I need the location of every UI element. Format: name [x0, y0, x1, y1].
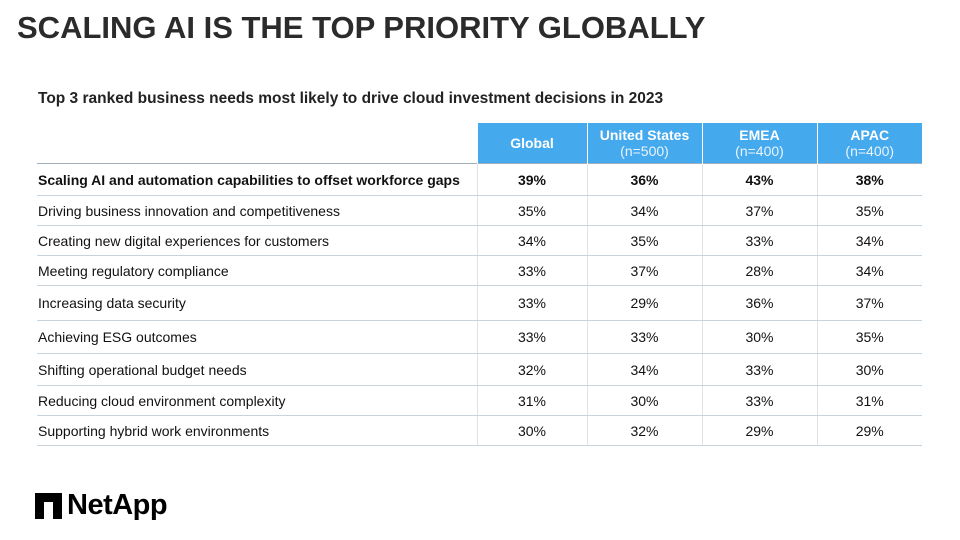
netapp-logo-icon [35, 492, 62, 519]
cell-value: 37% [816, 285, 922, 321]
cell-value: 33% [586, 320, 702, 354]
cell-value: 31% [476, 385, 587, 416]
column-name: APAC [850, 127, 890, 143]
row-label: Meeting regulatory compliance [37, 255, 477, 286]
results-table: Global United States (n=500) EMEA (n=400) … [37, 123, 922, 446]
cell-value: 34% [586, 195, 702, 226]
cell-value: 36% [701, 285, 817, 321]
logo-text: NetApp [67, 489, 168, 521]
cell-value: 30% [476, 415, 587, 446]
cell-value: 28% [701, 255, 817, 286]
cell-value: 29% [701, 415, 817, 446]
column-sample-size: (n=400) [845, 143, 895, 159]
cell-value: 30% [701, 320, 817, 354]
row-label: Supporting hybrid work environments [37, 415, 477, 446]
table-header-row: Global United States (n=500) EMEA (n=400) … [37, 123, 922, 164]
cell-value: 35% [476, 195, 587, 226]
column-name: United States [599, 127, 690, 143]
cell-value: 35% [816, 195, 922, 226]
cell-value: 29% [816, 415, 922, 446]
table-row: Creating new digital experiences for cus… [37, 225, 922, 256]
cell-value: 33% [476, 320, 587, 354]
header-emea: EMEA (n=400) [701, 123, 817, 164]
header-apac: APAC (n=400) [816, 123, 922, 164]
cell-value: 34% [816, 255, 922, 286]
cell-value: 35% [586, 225, 702, 256]
cell-value: 30% [816, 353, 922, 386]
column-sample-size: (n=500) [620, 143, 669, 159]
table-row: Supporting hybrid work environments 30% 32… [37, 415, 922, 446]
table-row: Meeting regulatory compliance 33% 37% 28% 34… [37, 255, 922, 286]
table-row: Reducing cloud environment complexity 31%… [37, 385, 922, 416]
cell-value: 37% [701, 195, 817, 226]
table-subtitle: Top 3 ranked business needs most likely … [38, 90, 664, 107]
cell-value: 33% [476, 255, 587, 286]
table-row: Driving business innovation and competit… [37, 195, 922, 226]
cell-value: 33% [476, 285, 587, 321]
cell-value: 30% [586, 385, 702, 416]
table-row: Increasing data security 33% 29% 36% 37% [37, 285, 922, 321]
row-label: Driving business innovation and competit… [37, 195, 477, 226]
slide-title: SCALING AI IS THE TOP PRIORITY GLOBALLY [17, 10, 706, 45]
header-blank [37, 123, 477, 164]
cell-value: 31% [816, 385, 922, 416]
row-label: Creating new digital experiences for cus… [37, 225, 477, 256]
column-name: Global [510, 135, 554, 151]
cell-value: 33% [701, 385, 817, 416]
row-label: Achieving ESG outcomes [37, 320, 477, 354]
column-name: EMEA [739, 127, 780, 143]
cell-value: 39% [476, 163, 587, 196]
cell-value: 34% [816, 225, 922, 256]
cell-value: 34% [586, 353, 702, 386]
cell-value: 32% [476, 353, 587, 386]
cell-value: 37% [586, 255, 702, 286]
cell-value: 29% [586, 285, 702, 321]
cell-value: 43% [701, 163, 817, 196]
column-sample-size: (n=400) [735, 143, 784, 159]
table-row: Scaling AI and automation capabilities t… [37, 163, 922, 196]
cell-value: 32% [586, 415, 702, 446]
cell-value: 34% [476, 225, 587, 256]
cell-value: 38% [816, 163, 922, 196]
header-us: United States (n=500) [586, 123, 702, 164]
cell-value: 35% [816, 320, 922, 354]
netapp-logo: NetApp [35, 489, 168, 522]
row-label: Scaling AI and automation capabilities t… [37, 163, 477, 196]
table-row: Achieving ESG outcomes 33% 33% 30% 35% [37, 320, 922, 354]
cell-value: 33% [701, 225, 817, 256]
table-row: Shifting operational budget needs 32% 34% 3… [37, 353, 922, 386]
row-label: Reducing cloud environment complexity [37, 385, 477, 416]
cell-value: 36% [586, 163, 702, 196]
cell-value: 33% [701, 353, 817, 386]
row-label: Shifting operational budget needs [37, 353, 477, 386]
row-label: Increasing data security [37, 285, 477, 321]
header-global: Global [476, 123, 587, 164]
